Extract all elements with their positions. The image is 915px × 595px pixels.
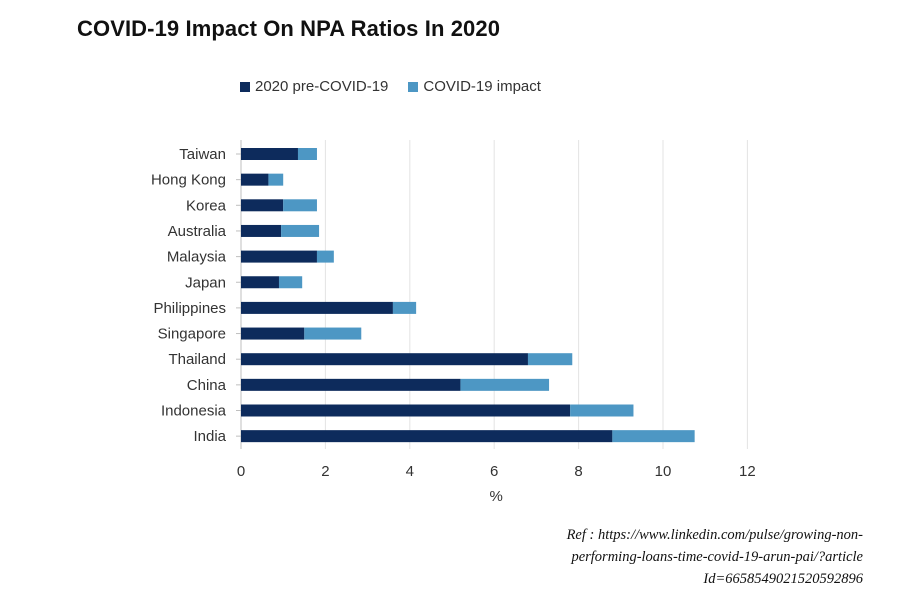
category-label: Malaysia <box>167 249 227 266</box>
bar-pre-covid <box>241 148 298 160</box>
bar-pre-covid <box>241 199 284 212</box>
bar-pre-covid <box>241 404 571 417</box>
bar-pre-covid <box>241 173 269 186</box>
bar-covid-impact <box>304 327 362 340</box>
category-label: Hong Kong <box>151 172 226 189</box>
bar-covid-impact <box>460 378 550 391</box>
bar-pre-covid <box>241 301 393 314</box>
x-axis-label: % <box>490 488 503 505</box>
x-tick-label: 6 <box>490 463 498 480</box>
bar-covid-impact <box>612 430 695 443</box>
bar-covid-impact <box>527 353 573 366</box>
bar-pre-covid <box>241 224 282 237</box>
bar-covid-impact <box>281 224 320 237</box>
chart-title: COVID-19 Impact On NPA Ratios In 2020 <box>77 16 501 41</box>
bar-covid-impact <box>392 301 417 314</box>
bar-pre-covid <box>241 250 317 263</box>
category-label: Singapore <box>158 326 226 343</box>
bar-pre-covid <box>241 276 279 289</box>
legend-label-covid-impact: COVID-19 impact <box>423 78 541 95</box>
category-label: Thailand <box>168 351 226 368</box>
x-tick-label: 0 <box>237 463 245 480</box>
bar-covid-impact <box>570 404 634 417</box>
bar-covid-impact <box>268 173 284 186</box>
category-label: Australia <box>168 223 227 240</box>
legend-swatch-pre-covid <box>240 81 250 92</box>
reference-line-1: Ref : https://www.linkedin.com/pulse/gro… <box>566 527 863 543</box>
category-label: Philippines <box>153 300 226 317</box>
reference-note: Ref : https://www.linkedin.com/pulse/gro… <box>443 524 863 590</box>
legend-swatch-covid-impact <box>408 81 419 92</box>
legend-item-pre-covid: 2020 pre-COVID-19 <box>240 78 388 95</box>
bar-pre-covid <box>241 327 305 340</box>
x-tick-label: 10 <box>655 463 672 480</box>
category-label: Indonesia <box>161 403 227 420</box>
x-tick-label: 2 <box>321 463 329 480</box>
reference-line-2: performing-loans-time-covid-19-arun-pai/… <box>571 549 863 565</box>
category-label: Korea <box>186 197 227 214</box>
category-label: China <box>187 377 227 394</box>
reference-line-3: Id=6658549021520592896 <box>703 571 863 587</box>
bar-covid-impact <box>297 148 317 160</box>
category-label: Taiwan <box>179 146 226 163</box>
bar-pre-covid <box>241 378 461 391</box>
x-tick-label: 12 <box>739 463 756 480</box>
bar-covid-impact <box>283 199 317 212</box>
bar-covid-impact <box>278 276 303 289</box>
bar-covid-impact <box>316 250 334 263</box>
category-label: India <box>193 428 226 445</box>
bar-pre-covid <box>241 353 528 366</box>
category-label: Japan <box>185 274 226 291</box>
bar-pre-covid <box>241 430 613 443</box>
x-tick-label: 8 <box>574 463 582 480</box>
x-tick-label: 4 <box>406 463 414 480</box>
legend-item-covid-impact: COVID-19 impact <box>408 78 541 95</box>
legend: 2020 pre-COVID-19 COVID-19 impact <box>240 78 561 95</box>
legend-label-pre-covid: 2020 pre-COVID-19 <box>255 78 389 95</box>
